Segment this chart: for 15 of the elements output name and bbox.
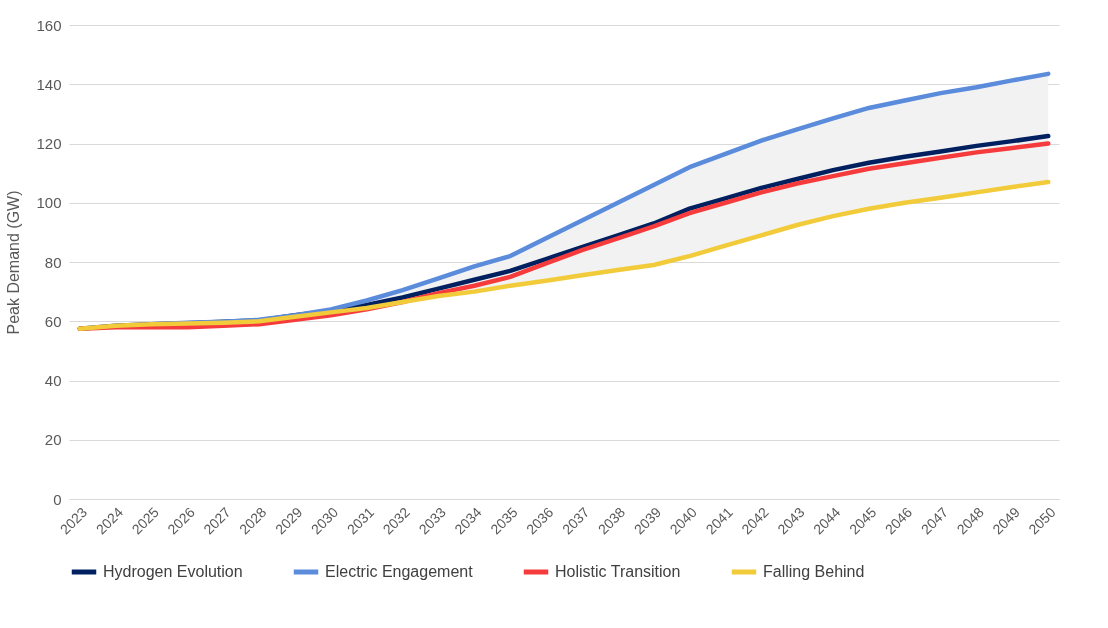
y-axis-title: Peak Demand (GW) bbox=[5, 190, 23, 335]
legend-label: Holistic Transition bbox=[555, 563, 681, 580]
legend-label: Electric Engagement bbox=[325, 563, 474, 580]
y-tick-label: 80 bbox=[44, 253, 62, 271]
y-tick-label: 60 bbox=[44, 312, 62, 330]
y-tick-label: 100 bbox=[36, 194, 62, 212]
y-tick-label: 20 bbox=[44, 431, 62, 449]
y-tick-label: 160 bbox=[36, 16, 62, 34]
y-tick-label: 140 bbox=[36, 75, 62, 93]
y-tick-label: 120 bbox=[36, 135, 62, 152]
legend-label: Hydrogen Evolution bbox=[103, 563, 243, 580]
line-series bbox=[77, 179, 1051, 331]
y-tick-label: 0 bbox=[53, 490, 62, 508]
legend-label: Falling Behind bbox=[763, 563, 865, 580]
y-tick-label: 40 bbox=[44, 372, 62, 389]
